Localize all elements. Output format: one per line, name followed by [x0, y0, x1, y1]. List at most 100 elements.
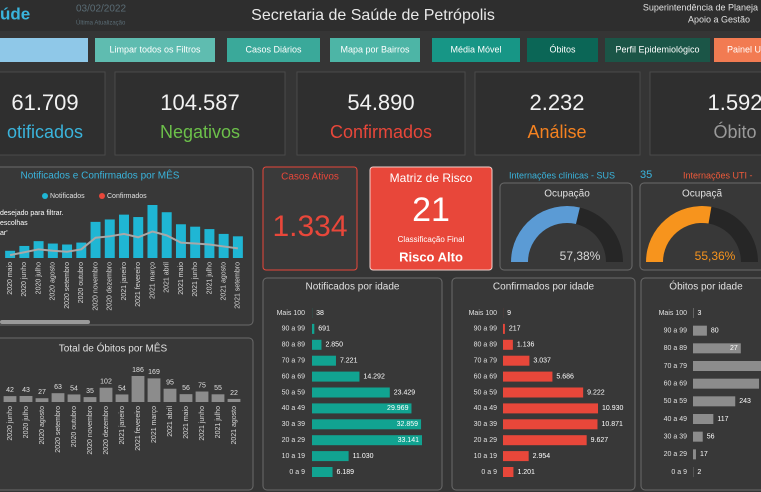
x-tick-label: 2021 março: [151, 406, 158, 443]
data-label: 56: [182, 385, 190, 392]
nav-button-label[interactable]: Óbitos: [549, 44, 576, 54]
bar: [693, 378, 760, 389]
bar: [503, 339, 513, 350]
x-tick-label: 2020 julho: [35, 262, 42, 294]
data-label: 6.189: [337, 469, 355, 476]
data-label: 691: [318, 326, 330, 333]
update-caption: Última Atualização: [76, 20, 126, 27]
data-label: 2.954: [533, 453, 551, 460]
nav-button-label[interactable]: Casos Diários: [245, 44, 302, 54]
y-tick-label: 0 a 9: [289, 469, 305, 476]
panel: [451, 277, 636, 491]
nav-button[interactable]: [605, 38, 710, 62]
tooltip-text: ar': [0, 230, 8, 237]
data-label: 7.221: [340, 358, 358, 365]
kpi-value: 104.587: [160, 90, 240, 115]
data-label: 54: [70, 385, 78, 392]
x-tick-label: 2021 julho: [215, 406, 222, 438]
x-tick-label: 2021 agosto: [231, 406, 238, 445]
data-label: 63: [54, 384, 62, 391]
y-tick-label: 30 a 39: [282, 421, 305, 428]
bar: [503, 451, 529, 462]
y-tick-label: 60 a 69: [282, 373, 305, 380]
nav-button-label[interactable]: Média Móvel: [450, 44, 501, 54]
bar: [67, 394, 81, 402]
kpi-value: 2.232: [529, 90, 584, 115]
nav-button[interactable]: [714, 38, 761, 62]
y-tick-label: 50 a 59: [474, 389, 497, 396]
bar: [175, 224, 186, 258]
bar: [51, 393, 65, 402]
bar: [503, 467, 514, 477]
risk-card: [369, 166, 493, 271]
data-label: 29.969: [387, 405, 409, 412]
bar: [190, 226, 201, 258]
bar: [99, 387, 113, 402]
bar: [312, 403, 412, 414]
x-tick-label: 2021 julho: [206, 262, 213, 294]
data-label: 102: [100, 379, 112, 386]
data-label: 80: [711, 328, 719, 335]
y-tick-label: 0 a 9: [671, 469, 687, 476]
data-label: 14.292: [363, 373, 385, 380]
gauge-label: 55,36%: [695, 249, 736, 263]
bar: [503, 387, 584, 398]
nav-button-label[interactable]: Perfil Epidemiológico: [615, 44, 699, 54]
y-tick-label: 40 a 49: [282, 405, 305, 412]
nav-button-label[interactable]: Limpar todos os Filtros: [109, 44, 201, 54]
filter-bar[interactable]: [0, 38, 88, 62]
data-label: 243: [739, 398, 751, 405]
chart-title: Notificados e Confirmados por MÊS: [21, 169, 180, 182]
tooltip-text: escolhas: [0, 220, 28, 227]
nav-button[interactable]: [227, 38, 320, 62]
y-tick-label: Mais 100: [659, 310, 688, 317]
bar: [503, 403, 598, 414]
y-tick-label: Mais 100: [469, 310, 498, 317]
bar: [312, 467, 333, 477]
x-tick-label: 2021 março: [149, 262, 156, 299]
nav-button-label[interactable]: Mapa por Bairros: [340, 44, 410, 54]
data-label: 1.201: [517, 469, 535, 476]
bar: [115, 394, 129, 402]
panel: [0, 337, 254, 491]
kpi-label: Análise: [527, 122, 586, 142]
bar: [211, 394, 225, 402]
bar: [35, 398, 49, 402]
chart-title: Total de Óbitos por MÊS: [59, 342, 168, 355]
bar: [195, 391, 209, 402]
active-cases-value: 1.334: [272, 210, 347, 243]
data-label: 2: [697, 469, 701, 476]
data-label: 27: [730, 345, 738, 352]
y-tick-label: 0 a 9: [481, 469, 497, 476]
bar: [19, 395, 33, 402]
x-tick-label: 2020 dezembro: [107, 262, 114, 311]
bar: [693, 325, 707, 336]
y-tick-label: 90 a 99: [664, 328, 687, 335]
data-label: 9: [507, 310, 511, 317]
nav-button[interactable]: [95, 38, 215, 62]
x-tick-label: 2020 julho: [23, 406, 30, 438]
y-tick-label: 70 a 79: [474, 358, 497, 365]
bar: [312, 451, 349, 462]
x-tick-label: 2021 setembro: [235, 262, 242, 309]
gauge-title: Internações UTI -: [683, 170, 753, 180]
legend-label: Notificados: [50, 193, 85, 200]
nav-button-label[interactable]: Painel U: [727, 44, 761, 54]
nav-button[interactable]: [432, 38, 520, 62]
y-tick-label: 10 a 19: [282, 453, 305, 460]
bar: [503, 371, 553, 382]
nav-button[interactable]: [527, 38, 598, 62]
bar: [227, 398, 241, 402]
nav-button[interactable]: [330, 38, 420, 62]
legend-dot: [99, 193, 105, 199]
bar: [312, 371, 360, 382]
bar: [693, 343, 741, 354]
y-tick-label: 70 a 79: [282, 358, 305, 365]
data-label: 169: [148, 369, 160, 376]
data-label: 33.141: [398, 437, 420, 444]
y-tick-label: 60 a 69: [474, 373, 497, 380]
chart-title: Confirmados por idade: [493, 282, 595, 293]
x-tick-label: 2020 agosto: [39, 406, 46, 445]
gauge-subtitle: Ocupaçã: [682, 189, 722, 200]
